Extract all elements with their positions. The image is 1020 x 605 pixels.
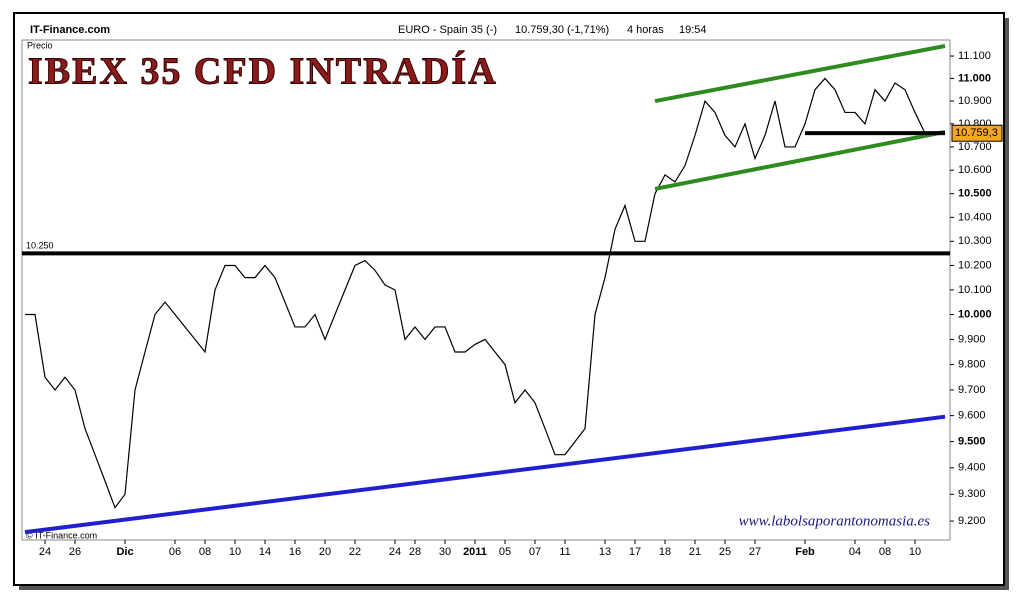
source: IT-Finance.com (30, 24, 110, 36)
x-tick-label: 14 (259, 546, 271, 558)
y-tick-label: 9.300 (958, 488, 986, 500)
x-tick-label: 06 (169, 546, 181, 558)
x-tick-label: 26 (69, 546, 81, 558)
plot-area (21, 39, 951, 541)
last-price-label: 10.759,3 (955, 127, 998, 139)
y-tick-label: 11.000 (958, 72, 991, 84)
x-tick-label: 10 (909, 546, 921, 558)
y-tick-label: 10.600 (958, 164, 992, 176)
x-tick-label: 24 (39, 546, 51, 558)
x-tick-label: 22 (349, 546, 361, 558)
y-tick-label: 9.900 (958, 333, 986, 345)
price-line (25, 77, 926, 509)
y-tick-label: 10.400 (958, 211, 992, 223)
y-tick-label: 10.000 (958, 308, 992, 320)
y-tick-label: 10.900 (958, 95, 992, 107)
y-tick-label: 9.800 (958, 358, 986, 370)
trend-line (654, 44, 946, 104)
x-tick-label: 16 (289, 546, 301, 558)
x-tick-label: 28 (409, 546, 421, 558)
y-tick-label: 10.200 (958, 259, 992, 271)
x-tick-label: 30 (439, 546, 451, 558)
chart-title: IBEX 35 CFD INTRADÍA (28, 51, 498, 93)
copyright: © IT-Finance.com (26, 530, 97, 540)
x-tick-label: 11 (559, 546, 570, 558)
y-tick-label: 11.100 (958, 50, 991, 62)
x-tick-label: 10 (229, 546, 241, 558)
x-tick-label: 27 (749, 546, 761, 558)
quote: 10.759,30 (-1,71%) (515, 24, 609, 36)
x-tick-label: 25 (719, 546, 731, 558)
y-tick-label: 10.300 (958, 235, 992, 247)
level-label: 10.250 (26, 241, 54, 251)
y-label: Precio (27, 40, 53, 50)
watermark: www.labolsaporantonomasia.es (739, 513, 931, 529)
x-tick-label: 08 (879, 546, 891, 558)
period: 4 horas (627, 24, 664, 36)
time: 19:54 (679, 24, 707, 36)
x-tick-label: 13 (599, 546, 611, 558)
x-tick-label: Dic (116, 546, 133, 558)
last-price-box (951, 124, 1003, 142)
x-tick-label: 24 (389, 546, 401, 558)
trend-line (654, 129, 946, 191)
y-tick-label: 10.500 (958, 188, 992, 200)
x-tick-label: Feb (795, 546, 815, 558)
x-tick-label: 21 (689, 546, 701, 558)
instrument: EURO - Spain 35 (-) (398, 24, 497, 36)
trend-line (24, 414, 946, 535)
x-tick-label: 18 (659, 546, 671, 558)
x-tick-label: 2011 (463, 546, 487, 558)
y-tick-label: 9.600 (958, 410, 986, 422)
y-tick-label: 10.700 (958, 141, 992, 153)
y-tick-label: 9.700 (958, 384, 986, 396)
x-tick-label: 05 (499, 546, 511, 558)
y-tick-label: 10.100 (958, 284, 992, 296)
x-tick-label: 17 (629, 546, 641, 558)
y-tick-label: 9.400 (958, 462, 986, 474)
y-tick-label: 9.200 (958, 515, 986, 527)
x-tick-label: 07 (529, 546, 541, 558)
x-tick-label: 08 (199, 546, 211, 558)
y-tick-label: 9.500 (958, 435, 986, 447)
x-tick-label: 20 (319, 546, 331, 558)
x-tick-label: 04 (849, 546, 861, 558)
